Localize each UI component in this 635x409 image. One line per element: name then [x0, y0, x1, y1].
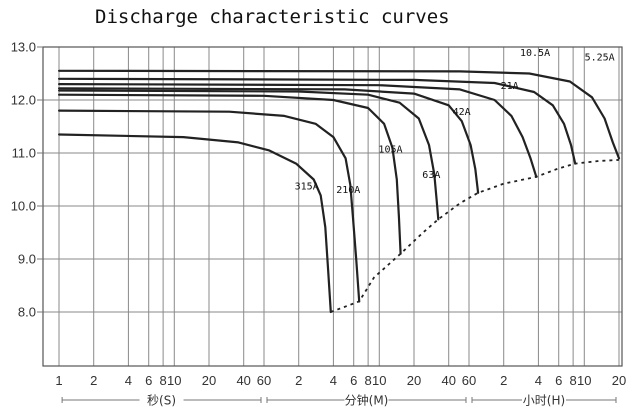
x-tick-label-20: 8 [570, 373, 577, 388]
x-tick-label-16: 60 [462, 373, 476, 388]
curve-63a [58, 89, 440, 221]
curve-label-4: 42A [453, 107, 471, 118]
x-tick-label-14: 20 [407, 373, 421, 388]
grid [43, 47, 622, 366]
x-tick-label-0: 1 [55, 373, 62, 388]
x-tick-label-15: 40 [441, 373, 455, 388]
curve-10-5a [58, 77, 577, 165]
x-tick-label-10: 4 [330, 373, 337, 388]
curve-label-2: 105A [378, 145, 402, 156]
y-tick-label-0: 13.0 [11, 40, 36, 55]
curve-315a [58, 133, 332, 314]
x-axis: 1 2 4 6 8 10 20 40 60 2 4 6 8 10 20 40 60 2 4 6 8 10 20秒(S) 分钟(… [55, 373, 626, 408]
curve-label-5: 21A [501, 81, 519, 92]
x-tick-label-6: 20 [202, 373, 216, 388]
x-tick-label-1: 2 [90, 373, 97, 388]
curve-label-6: 10.5A [520, 48, 550, 59]
curve-label-7: 5.25A [585, 53, 615, 64]
y-tick-label-2: 11.0 [12, 146, 36, 161]
x-tick-label-9: 2 [295, 373, 302, 388]
cutoff-voltage-curve [330, 159, 620, 313]
y-tick-label-1: 12.0 [11, 93, 36, 108]
x-tick-label-17: 2 [500, 373, 507, 388]
x-tick-label-3: 6 [145, 373, 152, 388]
x-tick-label-4: 8 [159, 373, 166, 388]
curve-105a [58, 93, 402, 255]
x-unit-label-1: 分钟(M) [345, 393, 389, 408]
x-unit-label-0: 秒(S) [147, 394, 176, 408]
curve-42a [58, 87, 480, 194]
y-tick-label-5: 8.0 [18, 305, 36, 320]
x-tick-label-12: 8 [365, 373, 372, 388]
x-tick-label-13: 10 [372, 373, 386, 388]
labels: 315A 210A 105A 63A 42A 21A 10.5A 5.25A [295, 48, 615, 196]
chart-title: Discharge characteristic curves [95, 6, 450, 28]
x-tick-label-2: 4 [125, 373, 132, 388]
curve-21a [58, 83, 538, 178]
curve-label-1: 210A [336, 185, 360, 196]
y-tick-label-4: 9.0 [18, 252, 36, 267]
x-tick-label-21: 10 [577, 373, 591, 388]
x-tick-label-5: 10 [167, 373, 181, 388]
x-tick-label-8: 60 [257, 373, 271, 388]
y-tick-label-3: 10.0 [11, 199, 36, 214]
x-tick-label-18: 4 [535, 373, 542, 388]
y-axis: 13.0 12.0 11.0 10.0 9.0 8.0 [11, 40, 43, 320]
curves [58, 69, 621, 314]
curve-label-3: 63A [422, 170, 440, 181]
curve-210a [58, 109, 361, 303]
x-unit-label-2: 小时(H) [523, 394, 565, 408]
curve-label-0: 315A [295, 181, 319, 192]
x-tick-label-7: 40 [236, 373, 250, 388]
curve-5-25a [58, 69, 621, 160]
x-tick-label-22: 20 [612, 373, 626, 388]
x-tick-label-19: 6 [555, 373, 562, 388]
x-tick-label-11: 6 [350, 373, 357, 388]
